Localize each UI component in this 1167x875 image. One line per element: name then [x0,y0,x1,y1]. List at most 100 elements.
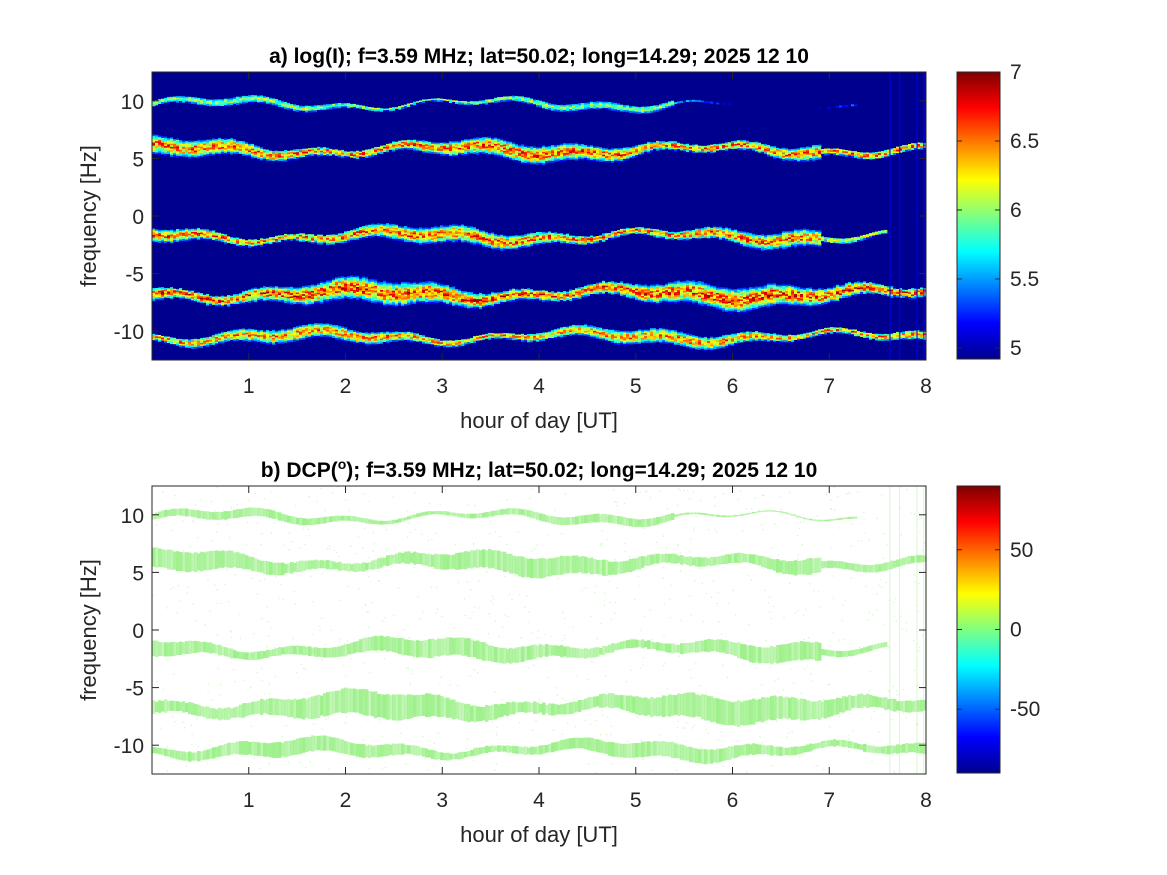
echo-cell [773,150,777,153]
echo-cell [506,240,510,243]
echo-cell [779,151,783,154]
echo-cell [377,107,381,110]
echo-cell [572,105,576,108]
echo-cell [776,242,780,244]
echo-cell [473,142,477,145]
echo-cell [494,145,498,148]
echo-cell [368,152,372,155]
echo-cell [584,236,588,239]
echo-cell [620,154,624,157]
echo-cell [812,148,816,151]
echo-cell [494,243,498,246]
echo-cell [530,232,534,235]
echo-cell [830,151,834,154]
echo-cell [338,233,342,236]
echo-cell [812,236,816,239]
echo-cell [713,144,717,146]
echo-cell [386,150,390,153]
echo-cell [602,103,606,106]
echo-cell [332,107,336,109]
echo-cell [857,239,861,242]
echo-cell [614,151,618,154]
echo-cell [572,154,576,157]
echo-cell [296,108,300,111]
echo-cell [557,154,561,157]
echo-cell [449,155,453,158]
echo-cell [761,150,765,153]
echo-cell [281,154,285,157]
echo-cell [416,143,420,146]
echo-cell [824,105,828,108]
echo-cell [884,154,888,157]
echo-cell [449,151,453,153]
echo-cell [581,101,585,104]
echo-cell [371,149,375,152]
echo-cell [398,140,402,143]
echo-cell [341,236,345,239]
echo-cell [407,139,411,142]
echo-cell [470,151,474,154]
echo-cell [653,105,657,108]
echo-cell [260,244,264,247]
echo-cell [536,100,540,102]
echo-cell [446,227,450,230]
echo-cell [176,140,180,142]
echo-cell [719,101,723,104]
echo-cell [476,151,480,154]
echo-cell [341,104,345,107]
echo-cell [626,145,630,148]
echo-cell [803,238,807,240]
echo-cell [503,94,507,97]
echo-cell [560,159,564,162]
echo-cell [512,243,516,246]
echo-cell [329,102,333,105]
echo-cell [575,109,579,111]
echo-cell [833,239,837,242]
echo-cell [422,146,426,149]
echo-cell [509,239,513,241]
echo-cell [578,242,582,245]
echo-cell [602,154,606,157]
echo-cell [179,229,183,232]
echo-cell [194,230,198,233]
echo-cell [581,241,585,243]
echo-cell [476,236,480,239]
echo-cell [806,243,810,246]
echo-cell [368,231,372,234]
echo-cell [413,234,417,237]
echo-cell [671,100,675,103]
echo-cell [485,144,489,147]
echo-cell [809,242,813,245]
echo-cell [392,222,396,225]
echo-cell [611,237,615,240]
echo-cell [260,98,264,101]
echo-cell [596,234,600,237]
echo-cell [653,227,657,230]
echo-cell [680,237,684,240]
echo-cell [521,233,525,236]
echo-cell [584,156,588,159]
echo-cell [461,143,465,146]
echo-cell [725,237,729,240]
echo-cell [542,101,546,104]
echo-cell [641,228,645,231]
echo-cell [203,100,207,103]
echo-cell [596,102,600,105]
echo-cell [296,150,300,153]
echo-cell [341,231,345,234]
echo-cell [374,148,378,151]
echo-cell [602,236,606,239]
echo-cell [260,241,264,244]
echo-cell [239,237,243,239]
echo-cell [578,147,582,150]
echo-cell [209,101,213,104]
echo-cell [848,239,852,242]
echo-cell [197,147,201,150]
echo-cell [173,155,177,157]
echo-cell [266,154,270,157]
echo-cell [188,153,192,156]
echo-cell [635,106,639,109]
echo-cell [455,139,459,142]
echo-cell [443,225,447,228]
echo-cell [413,146,417,148]
